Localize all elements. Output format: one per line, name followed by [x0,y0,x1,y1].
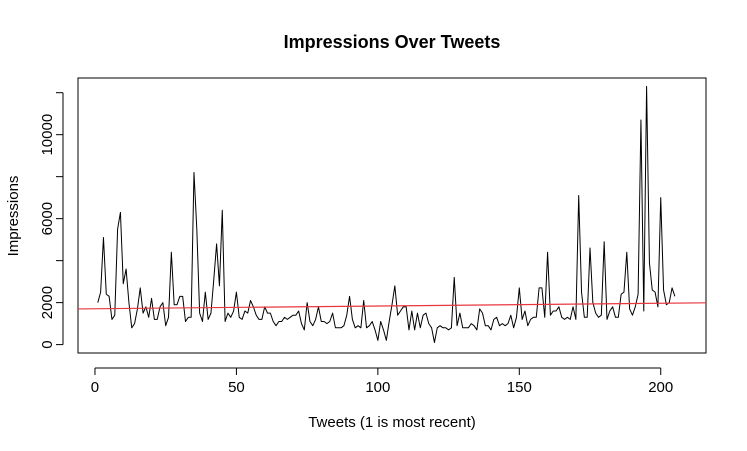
y-axis-label: Impressions [5,176,22,257]
x-tick-label: 0 [91,379,99,396]
x-tick-label: 150 [507,379,532,396]
y-tick-label: 0 [39,340,56,348]
x-tick-label: 100 [365,379,390,396]
impressions-series-line [97,85,676,343]
trend-line [78,302,706,310]
y-axis: 0 2000 6000 10000 [39,92,64,349]
y-tick-label: 6000 [39,202,56,235]
series-layer [78,85,706,343]
x-tick-label: 50 [228,379,245,396]
x-axis: 0 50 100 150 200 [91,367,673,396]
chart-title: Impressions Over Tweets [284,32,501,52]
y-tick-label: 10000 [39,114,56,156]
x-tick-label: 200 [648,379,673,396]
x-axis-label: Tweets (1 is most recent) [308,414,476,431]
plot-frame [77,77,707,354]
y-tick-label: 2000 [39,286,56,319]
